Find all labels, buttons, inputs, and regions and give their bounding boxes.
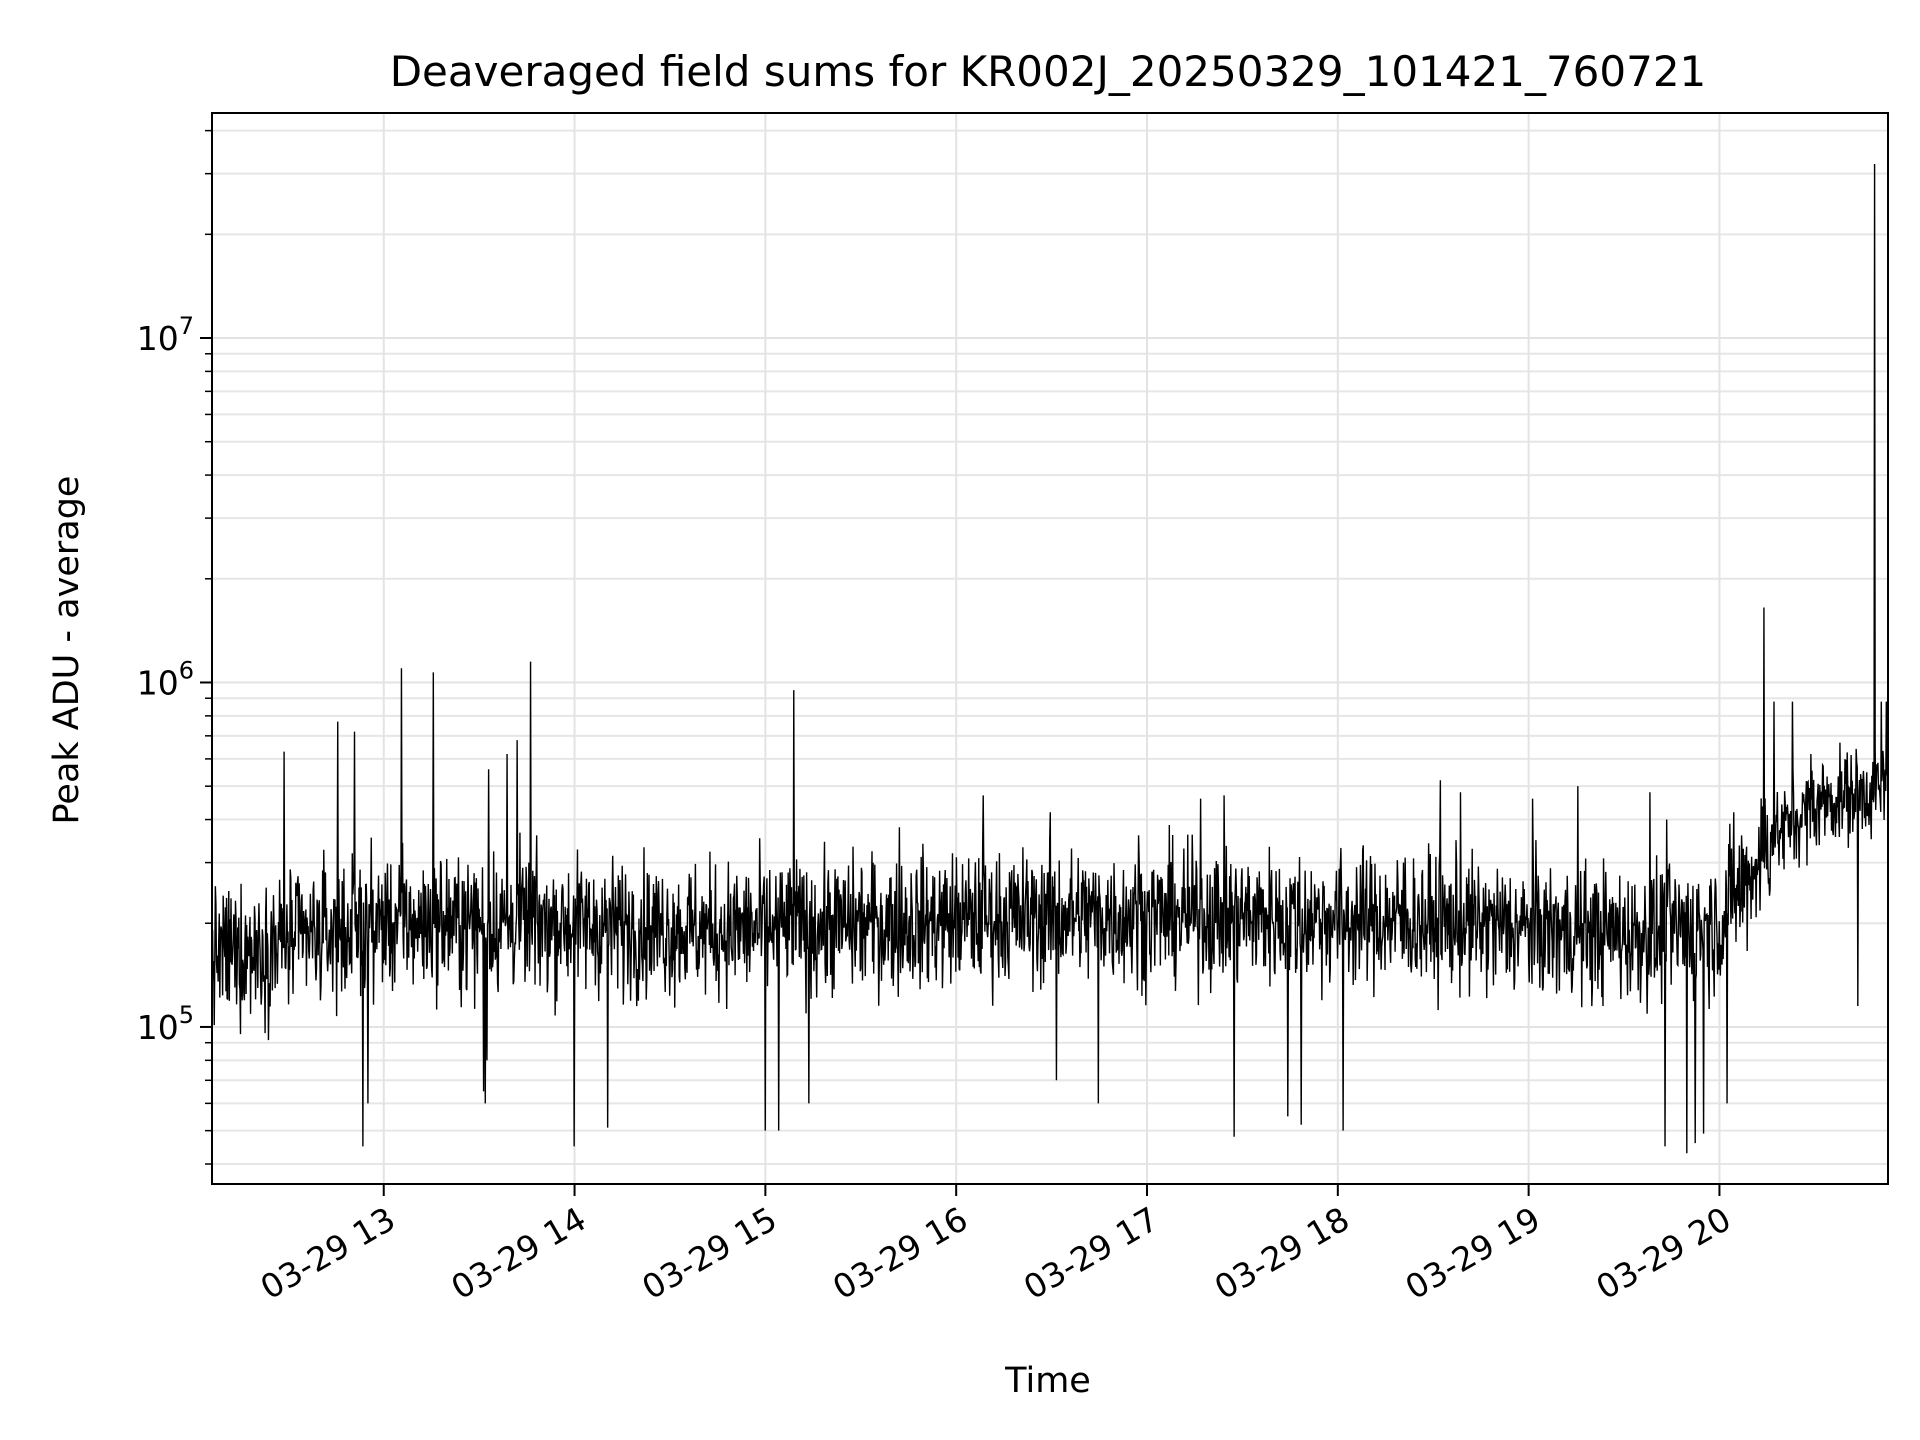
- plot-area-frame: [211, 112, 1889, 1185]
- y-tick-label-base: 10: [137, 1008, 179, 1047]
- y-tick-label-exponent: 5: [179, 1001, 194, 1029]
- chart-title: Deaveraged field sums for KR002J_2025032…: [390, 47, 1707, 96]
- y-axis-label: Peak ADU - average: [47, 476, 87, 825]
- y-tick-label: 105: [137, 1001, 194, 1047]
- y-tick-label-base: 10: [137, 663, 179, 702]
- y-tick-label: 107: [137, 312, 194, 358]
- y-tick-label-exponent: 7: [179, 312, 194, 340]
- series-layer: [211, 163, 1889, 1154]
- y-tick-label: 106: [137, 656, 194, 702]
- x-axis-label: Time: [1004, 1361, 1091, 1401]
- y-tick-label-base: 10: [137, 319, 179, 358]
- y-tick-label-exponent: 6: [179, 656, 194, 684]
- major-gridlines: [212, 113, 1888, 1184]
- minor-gridlines: [212, 129, 1888, 1166]
- series-line: [211, 163, 1889, 1154]
